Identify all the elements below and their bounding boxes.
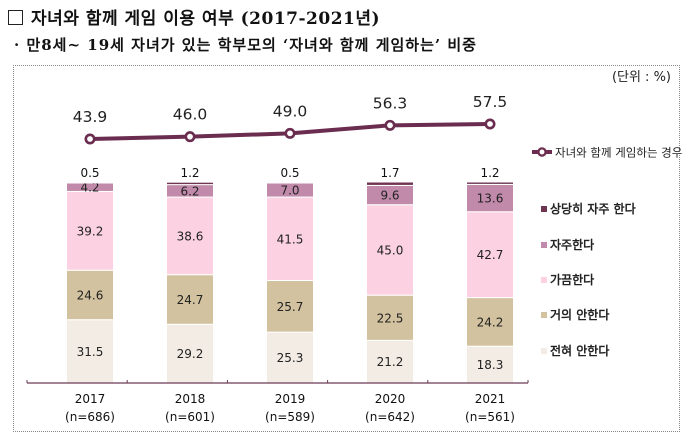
data-label-often: 7.0 — [280, 184, 299, 198]
data-label-never: 31.5 — [77, 345, 104, 359]
data-label-rarely: 24.6 — [77, 288, 104, 302]
data-label-very_often: 0.5 — [80, 166, 99, 180]
data-label-rarely: 22.5 — [377, 311, 404, 325]
bar-segment-sometimes-2019 — [266, 196, 314, 281]
line-point-marker — [484, 118, 496, 130]
data-label-often: 6.2 — [180, 184, 199, 198]
data-label-sometimes: 39.2 — [77, 224, 104, 238]
x-tick-label: 2017 — [75, 392, 106, 406]
line-point-label: 46.0 — [173, 106, 208, 124]
legend-line-marker — [537, 147, 547, 157]
line-point-label: 56.3 — [373, 94, 408, 112]
bar-segment-sometimes-2020 — [366, 204, 414, 296]
bar-segment-very_often-2018 — [166, 181, 214, 186]
bar-segment-rarely-2020 — [366, 294, 414, 341]
legend-label-rarely: 거의 안한다 — [550, 307, 609, 322]
x-tick-label: 2019 — [275, 392, 306, 406]
legend-label-line: 자녀와 함께 게임하는 경우 — [555, 146, 682, 160]
legend-label-often: 자주한다 — [550, 237, 594, 252]
line-point-marker — [84, 133, 96, 145]
data-label-sometimes: 45.0 — [377, 243, 404, 257]
chart-frame — [13, 65, 680, 432]
line-point-marker — [384, 119, 396, 131]
bar-segment-sometimes-2017 — [66, 190, 114, 271]
bar-segment-never-2017 — [66, 319, 114, 384]
data-label-often: 9.6 — [380, 189, 399, 203]
line-point-marker — [284, 127, 296, 139]
chart-title-text: 자녀와 함께 게임 이용 여부 (2017-2021년) — [31, 9, 381, 29]
data-label-sometimes: 41.5 — [277, 232, 304, 246]
data-label-very_often: 1.2 — [180, 166, 199, 180]
x-tick-sublabel: (n=589) — [265, 410, 315, 424]
bar-segment-rarely-2018 — [166, 274, 214, 325]
line-point-marker — [184, 131, 196, 143]
bar-segment-sometimes-2018 — [166, 196, 214, 276]
data-label-rarely: 24.7 — [177, 293, 204, 307]
data-label-very_often: 0.5 — [280, 166, 299, 180]
data-label-sometimes: 42.7 — [477, 248, 504, 262]
data-label-often: 13.6 — [477, 192, 504, 206]
legend-label-sometimes: 가끔한다 — [550, 272, 594, 287]
unit-label: (단위 : %) — [611, 70, 671, 85]
data-label-often: 4.2 — [80, 181, 99, 195]
data-label-rarely: 24.2 — [477, 315, 504, 329]
bar-segment-very_often-2017 — [66, 181, 114, 184]
bar-segment-sometimes-2021 — [466, 211, 514, 299]
chart-title: 자녀와 함께 게임 이용 여부 (2017-2021년) — [8, 4, 380, 29]
legend-swatch-sometimes — [541, 277, 547, 283]
data-label-very_often: 1.2 — [480, 166, 499, 180]
legend-swatch-often — [541, 242, 547, 248]
data-label-never: 18.3 — [477, 358, 504, 372]
legend-swatch-very_often — [541, 206, 547, 212]
bar-segment-very_often-2019 — [266, 181, 314, 184]
x-tick-label: 2020 — [375, 392, 406, 406]
line-point-label: 57.5 — [473, 93, 508, 111]
legend-swatch-rarely — [541, 312, 547, 318]
legend-label-never: 전혀 안한다 — [550, 343, 609, 358]
legend-swatch-never — [541, 348, 547, 354]
bar-segment-very_often-2020 — [366, 181, 414, 186]
x-tick-sublabel: (n=601) — [165, 410, 215, 424]
data-label-never: 29.2 — [177, 347, 204, 361]
bar-segment-rarely-2019 — [266, 279, 314, 333]
line-point-label: 49.0 — [273, 102, 308, 120]
line-point-label: 43.9 — [73, 108, 108, 126]
x-tick-sublabel: (n=686) — [65, 410, 115, 424]
x-tick-sublabel: (n=561) — [465, 410, 515, 424]
legend-label-very_often: 상당히 자주 한다 — [550, 201, 636, 216]
chart-subtitle: · 만8세~ 19세 자녀가 있는 학부모의 ‘자녀와 함께 게임하는’ 비중 — [14, 36, 477, 54]
checkbox-square-icon — [8, 10, 23, 25]
x-tick-label: 2018 — [175, 392, 206, 406]
bar-segment-rarely-2017 — [66, 269, 114, 321]
data-label-never: 25.3 — [277, 351, 304, 365]
data-label-rarely: 25.7 — [277, 300, 304, 314]
data-label-very_often: 1.7 — [380, 166, 399, 180]
data-label-never: 21.2 — [377, 355, 404, 369]
bar-segment-never-2018 — [166, 323, 214, 384]
x-tick-label: 2021 — [475, 392, 506, 406]
bar-segment-very_often-2021 — [466, 181, 514, 185]
data-label-sometimes: 38.6 — [177, 229, 204, 243]
x-tick-sublabel: (n=642) — [365, 410, 415, 424]
